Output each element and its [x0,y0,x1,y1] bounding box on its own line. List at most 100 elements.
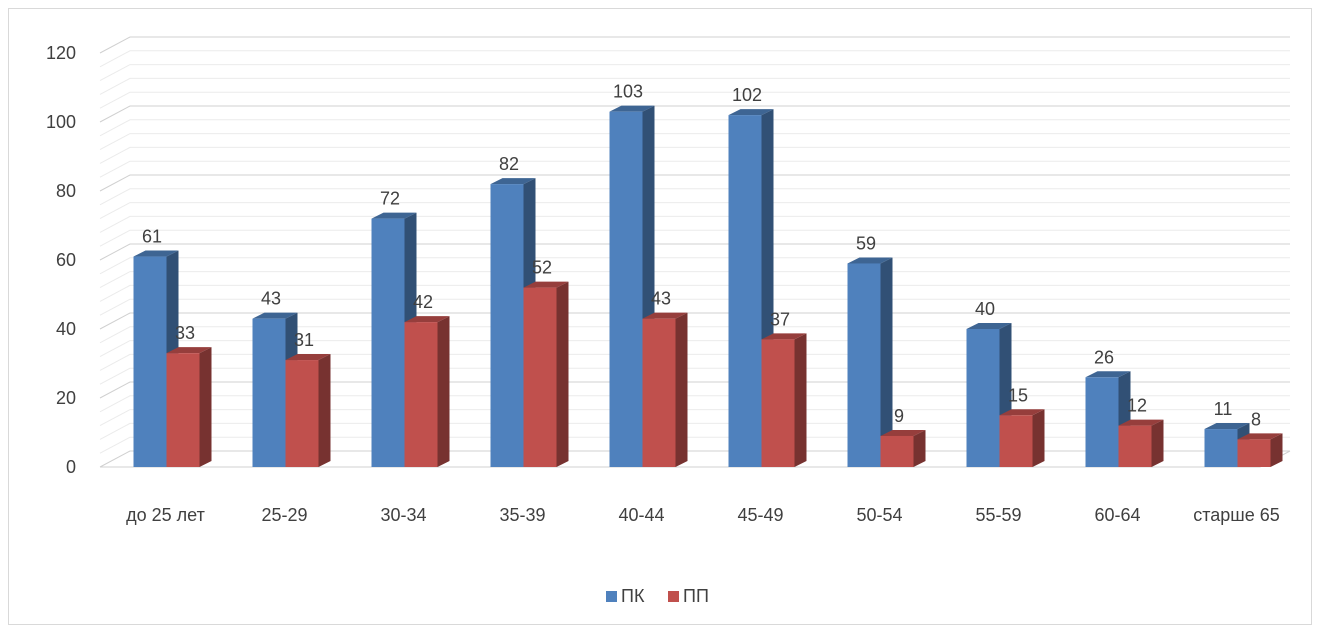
data-label: 9 [894,406,904,426]
data-label: 37 [770,309,790,329]
x-tick-label: 55-59 [975,505,1021,525]
bar [252,318,286,467]
bar [609,111,643,468]
minor-gridline [99,367,1290,385]
y-tick-label: 120 [46,43,76,63]
minor-gridline [99,64,1290,82]
bar-top [523,281,569,288]
bar [166,353,200,467]
y-tick-label: 60 [56,250,76,270]
bar-side [1151,419,1164,467]
bar-top [642,312,688,319]
data-label: 26 [1094,347,1114,367]
minor-gridline [99,91,1290,109]
minor-gridline [99,77,1290,95]
major-gridline [99,174,1290,192]
bar-top [404,316,450,323]
minor-gridline [99,50,1290,68]
bar-side [1270,433,1283,467]
bar-top [1237,433,1283,440]
data-label: 82 [499,154,519,174]
minor-gridline [99,215,1290,233]
bar-side [675,312,688,467]
y-tick-label: 80 [56,181,76,201]
bar-top [761,333,807,340]
bar [1237,439,1271,467]
x-tick-label: 25-29 [261,505,307,525]
bar [371,218,405,467]
minor-gridline [99,284,1290,302]
bar [642,318,676,467]
data-label: 61 [142,227,162,247]
bar-side [913,429,926,467]
data-label: 11 [1214,399,1233,419]
x-tick-label: 40-44 [618,505,664,525]
bar-top [133,250,179,257]
minor-gridline [99,326,1290,344]
bar-side [199,347,212,467]
bar-top [880,429,926,436]
major-gridline [99,312,1290,330]
major-gridline [99,381,1290,399]
minor-gridline [99,340,1290,358]
minor-gridline [99,395,1290,413]
bar-top [490,178,536,185]
data-label: 8 [1251,409,1261,429]
bar [523,287,557,467]
x-tick-label: 35-39 [499,505,545,525]
data-label: 52 [532,258,552,278]
bar-top [285,354,331,361]
bar-side [794,333,807,467]
bar-top [728,109,774,116]
x-tick-label: до 25 лет [126,505,205,525]
minor-gridline [99,422,1290,440]
bar-top [609,105,655,112]
minor-gridline [99,146,1290,164]
x-tick-label: 45-49 [737,505,783,525]
x-tick-label: 60-64 [1094,505,1140,525]
legend-label: ПП [683,586,709,606]
y-tick-label: 100 [46,112,76,132]
bar [880,435,914,467]
data-label: 72 [380,189,400,209]
y-tick-label: 40 [56,319,76,339]
minor-gridline [99,188,1290,206]
data-label: 12 [1127,396,1147,416]
bar-top [166,347,212,354]
minor-gridline [99,271,1290,289]
bar-side [318,354,331,467]
bar-top [999,409,1045,416]
bar-side [1032,409,1045,467]
minor-gridline [99,160,1290,178]
data-label: 42 [413,292,433,312]
minor-gridline [99,133,1290,151]
bar-side [556,281,569,467]
major-gridline [99,105,1290,123]
bar [404,322,438,467]
bar [490,184,524,467]
bar-side [437,316,450,467]
bar [1118,425,1152,467]
bar-side [880,257,893,467]
bar [133,256,167,467]
minor-gridline [99,119,1290,137]
x-tick-label: старше 65 [1193,505,1280,525]
bar-top [847,257,893,264]
legend-swatch [606,591,617,602]
data-label: 43 [651,289,671,309]
major-gridline [99,36,1290,54]
minor-gridline [99,257,1290,275]
bar-top [1085,371,1131,378]
data-label: 102 [732,85,762,105]
x-tick-label: 30-34 [380,505,426,525]
minor-gridline [99,409,1290,427]
data-label: 31 [294,330,314,350]
y-tick-label: 0 [66,457,76,477]
data-label: 40 [975,299,995,319]
bar [1204,429,1238,467]
bar [728,115,762,467]
bar [761,339,795,467]
bar-top [371,212,417,219]
legend-label: ПК [621,586,645,606]
